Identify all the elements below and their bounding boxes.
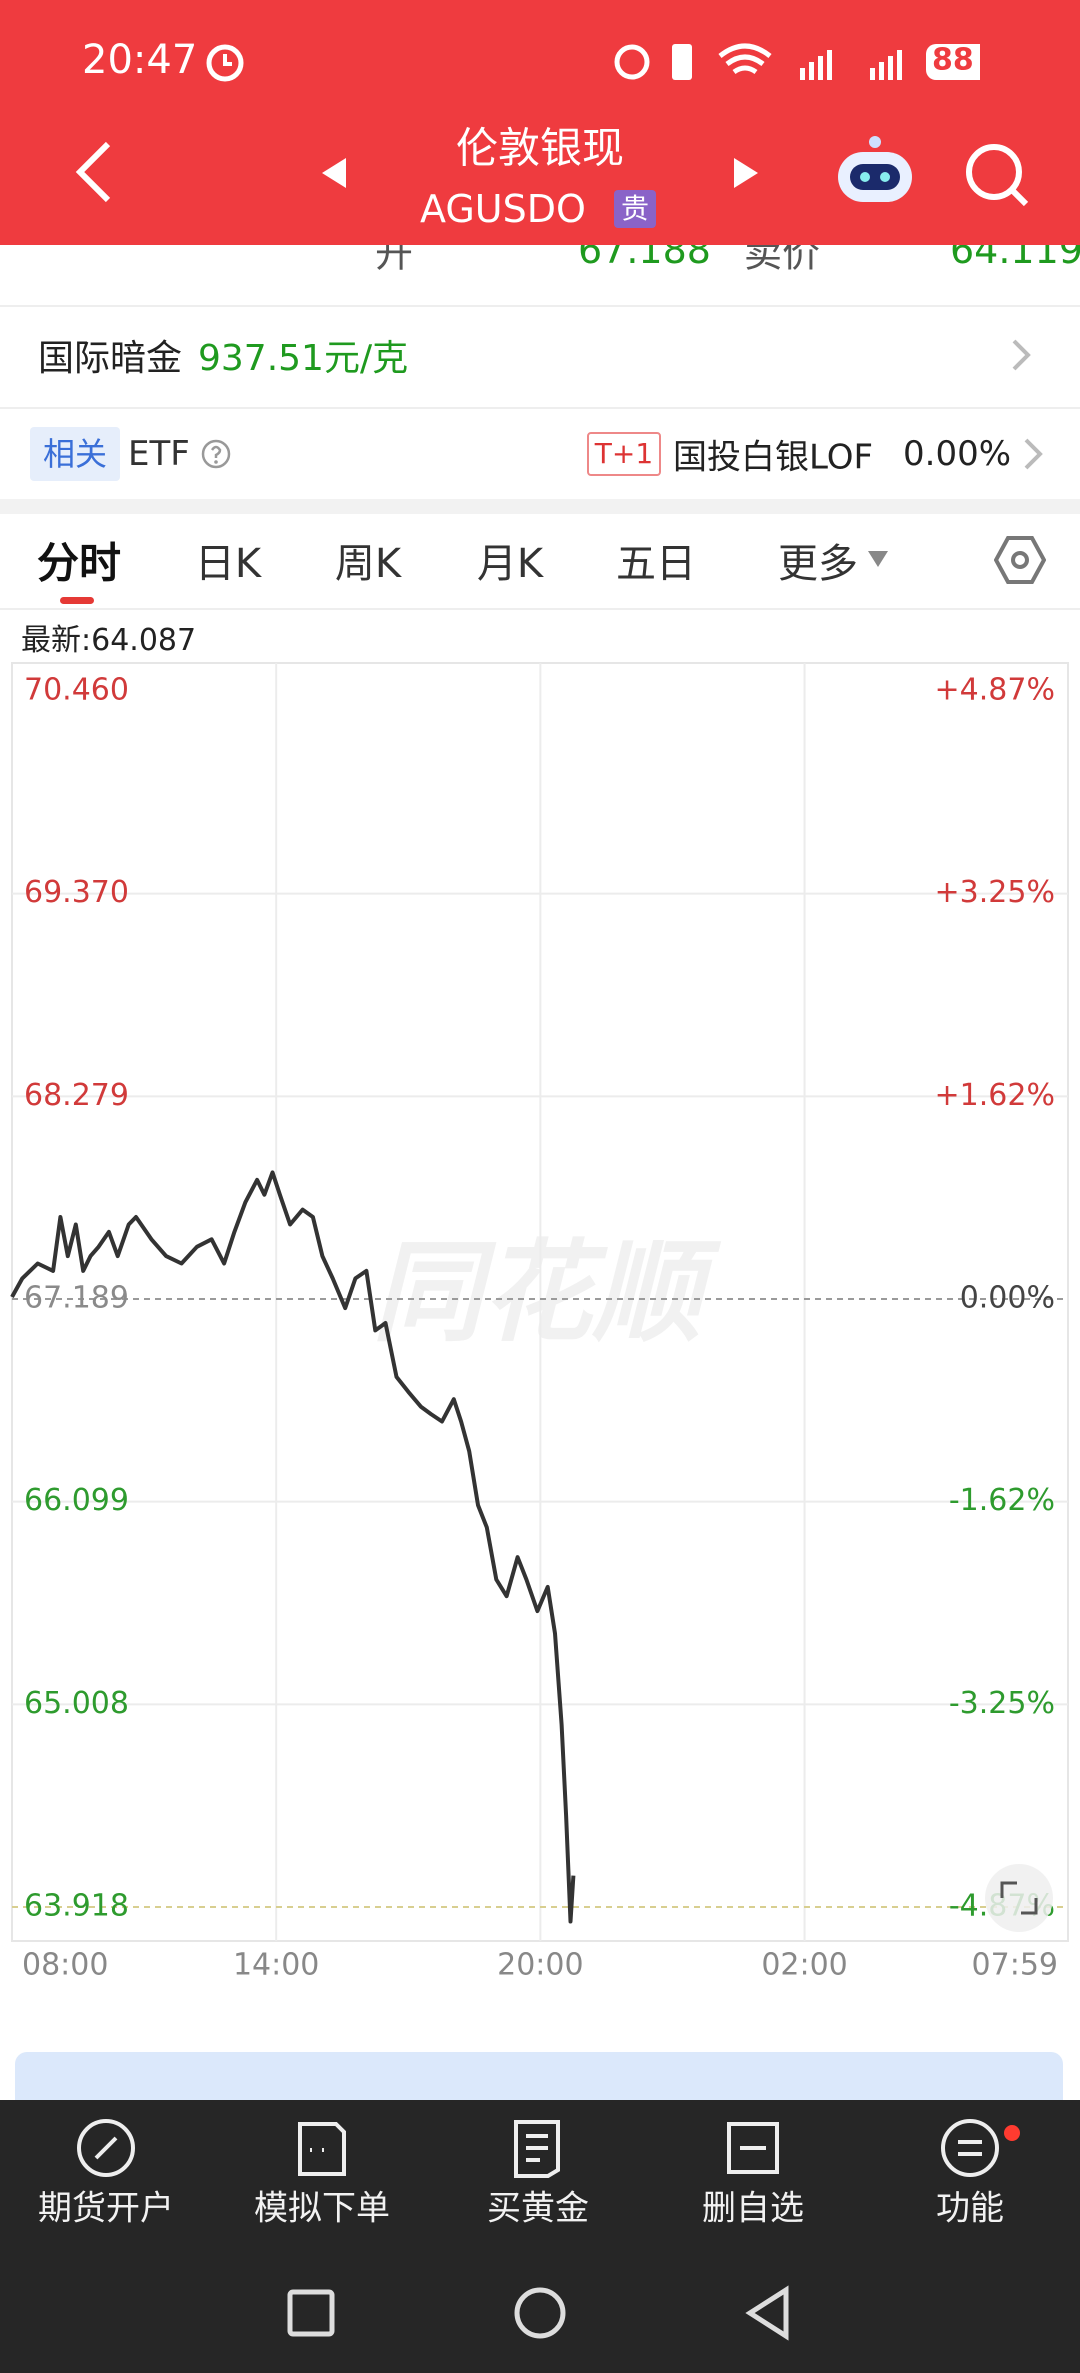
section-gap: [0, 499, 1080, 514]
y-tick-label: 66.099: [24, 1483, 129, 1518]
search-button[interactable]: [962, 140, 1032, 210]
x-tick-label: 20:00: [497, 1948, 583, 1983]
recents-button[interactable]: [287, 2289, 335, 2337]
clock: 20:47: [82, 37, 198, 83]
chart: 同花顺 08:00 14:00 20:00 02:00 07:59 70.460 69.370…: [10, 662, 1069, 1983]
assistant-button[interactable]: [830, 130, 920, 210]
divider: [0, 608, 1080, 610]
y-tick-label: 70.460: [24, 673, 129, 708]
y2-tick-label: -3.25%: [949, 1686, 1055, 1721]
y2-tick-label: +4.87%: [935, 673, 1055, 708]
y-tick-label: 69.370: [24, 875, 129, 910]
home-button[interactable]: [514, 2287, 566, 2339]
etf-tag: 相关: [30, 427, 120, 481]
y-tick-label: 65.008: [24, 1686, 129, 1721]
nav-item[interactable]: 买黄金: [487, 2188, 589, 2229]
etf-change: 0.00%: [903, 434, 1012, 474]
system-nav: [287, 2285, 789, 2341]
x-tick-label: 02:00: [761, 1948, 847, 1983]
alarm-icon: [206, 44, 244, 82]
y-tick-label: 63.918: [24, 1889, 129, 1924]
divider: [0, 305, 1080, 307]
nav-item[interactable]: 模拟下单: [254, 2188, 390, 2229]
latest-price: 最新:64.087: [21, 623, 197, 658]
title: 伦敦银现: [455, 123, 625, 173]
dropdown-icon: [868, 551, 888, 567]
tab-indicator: [60, 597, 94, 604]
bottom-bar: [0, 2100, 1080, 2373]
tab[interactable]: 五日: [616, 541, 696, 587]
prev-button[interactable]: [318, 156, 348, 190]
y2-tick-label: -1.62%: [949, 1483, 1055, 1518]
code: AGUSDO: [420, 187, 586, 231]
tab[interactable]: 分时: [36, 538, 122, 588]
tab[interactable]: 日K: [194, 541, 262, 587]
tab[interactable]: 月K: [476, 541, 544, 587]
battery: 88: [932, 42, 974, 78]
nav-item[interactable]: 功能: [936, 2188, 1004, 2229]
nav-item[interactable]: 删自选: [702, 2188, 804, 2229]
etf-label: ETF: [128, 434, 190, 474]
badge: 贵: [614, 190, 656, 228]
chevron[interactable]: [1022, 436, 1046, 472]
header: 20:47 88 伦敦银现 AGUSDO 贵: [0, 0, 1080, 245]
status-icons: [614, 43, 980, 80]
nav-item[interactable]: 期货开户: [38, 2188, 174, 2229]
next-button[interactable]: [732, 156, 762, 190]
help-icon[interactable]: [200, 438, 232, 470]
x-tick-label: 07:59: [972, 1948, 1058, 1983]
dark-gold-label: 国际暗金: [38, 338, 183, 379]
fullscreen-button[interactable]: [985, 1864, 1053, 1932]
dark-gold-value: 937.51元/克: [198, 338, 409, 379]
settings-button[interactable]: [994, 534, 1046, 586]
fullscreen-bg: [985, 1864, 1053, 1932]
x-tick-label: 14:00: [233, 1948, 319, 1983]
divider: [0, 407, 1080, 409]
y-tick-label: 68.279: [24, 1078, 129, 1113]
watermark: 同花顺: [372, 1228, 722, 1356]
price-line: [10, 1170, 576, 1924]
chevron[interactable]: [1010, 337, 1034, 373]
fullscreen-icon: [1000, 1881, 1038, 1915]
back-system-button[interactable]: [745, 2285, 789, 2341]
tab[interactable]: 更多: [778, 541, 858, 587]
y2-tick-label: 0.00%: [960, 1281, 1055, 1316]
etf-name[interactable]: 国投白银LOF: [673, 437, 874, 478]
tab[interactable]: 周K: [334, 541, 402, 587]
etf-badge: T+1: [587, 432, 661, 476]
y2-tick-label: +3.25%: [935, 875, 1055, 910]
nav-icons: [77, 2119, 1020, 2178]
back-button[interactable]: [70, 140, 120, 204]
y2-tick-label: +1.62%: [935, 1078, 1055, 1113]
y-tick-label: 67.189: [24, 1281, 129, 1316]
x-tick-label: 08:00: [22, 1948, 108, 1983]
